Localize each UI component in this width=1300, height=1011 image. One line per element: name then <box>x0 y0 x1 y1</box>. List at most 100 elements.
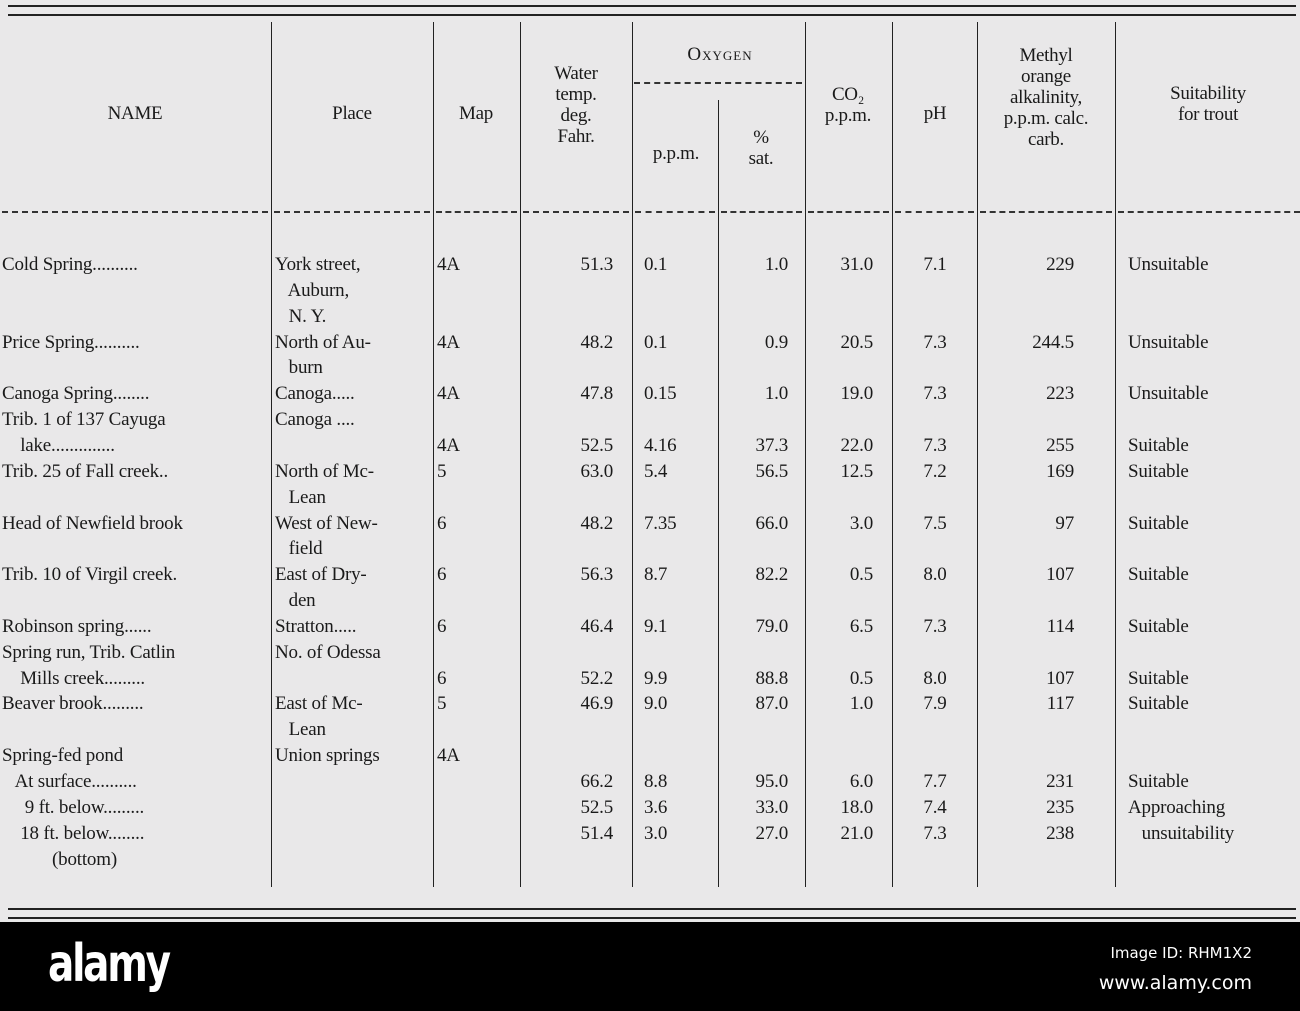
header-alkalinity: p.p.m. calc. <box>1003 107 1089 129</box>
row-oxygen-sat: 1.0 <box>764 383 788 405</box>
row-co2: 6.0 <box>849 771 873 792</box>
row-place: Auburn, <box>275 279 350 301</box>
row-oxygen-ppm: 9.1 <box>644 615 668 637</box>
row-ph: 7.3 <box>923 383 947 405</box>
row-name: Spring run, Trib. Catlin <box>2 641 176 663</box>
row-oxygen-sat: 27.0 <box>755 822 789 844</box>
row-ph: 8.0 <box>923 667 947 689</box>
header-alkalinity: orange <box>1021 65 1071 87</box>
header-water-temp: Fahr. <box>557 126 595 147</box>
row-place: Stratton..... <box>275 615 357 637</box>
row-suitability: Suitable <box>1128 434 1189 456</box>
row-place: No. of Odessa <box>275 641 381 663</box>
horizontal-rule <box>8 917 1296 919</box>
column-rule <box>718 100 719 887</box>
row-ph: 7.3 <box>923 615 947 637</box>
row-alkalinity: 235 <box>1046 796 1074 818</box>
row-suitability: Unsuitable <box>1128 331 1209 353</box>
header-alkalinity: alkalinity, <box>1010 86 1082 108</box>
row-co2: 31.0 <box>840 254 874 275</box>
row-suitability: Suitable <box>1128 615 1189 637</box>
row-map: 4A <box>437 434 460 456</box>
row-ph: 7.4 <box>923 796 947 818</box>
row-oxygen-ppm: 0.15 <box>644 383 677 405</box>
row-ph: 7.7 <box>923 771 947 792</box>
header-oxygen-ppm: p.p.m. <box>652 142 700 164</box>
row-name: Trib. 1 of 137 Cayuga <box>2 409 166 431</box>
row-co2: 20.5 <box>840 331 874 353</box>
row-oxygen-sat: 0.9 <box>764 331 788 353</box>
header-place: Place <box>332 102 372 124</box>
header-rule <box>808 211 889 213</box>
header-oxygen-sat: % <box>753 127 769 148</box>
row-name: Head of Newfield brook <box>2 512 183 534</box>
horizontal-rule <box>8 908 1296 910</box>
row-ph: 7.3 <box>923 331 947 353</box>
header-oxygen-sat: sat. <box>748 148 774 169</box>
header-water-temp: deg. <box>560 105 592 126</box>
row-suitability: Approaching <box>1128 796 1225 818</box>
row-map: 5 <box>437 693 447 715</box>
row-water-temp: 48.2 <box>580 331 614 353</box>
row-water-temp: 51.4 <box>580 822 614 844</box>
row-map: 6 <box>437 564 447 586</box>
watermark-url: www.alamy.com <box>1098 972 1252 994</box>
row-water-temp: 48.2 <box>580 512 614 534</box>
header-suitability: for trout <box>1177 104 1239 125</box>
row-place: N. Y. <box>275 305 327 327</box>
row-oxygen-ppm: 0.1 <box>644 254 668 275</box>
row-oxygen-ppm: 8.8 <box>644 771 668 792</box>
column-rule <box>271 22 272 887</box>
header-rule <box>1118 211 1300 213</box>
row-place: East of Dry- <box>275 564 367 586</box>
header-rule <box>2 211 268 213</box>
column-rule <box>977 22 978 887</box>
row-map: 4A <box>437 331 460 353</box>
row-alkalinity: 107 <box>1046 667 1074 689</box>
row-oxygen-sat: 95.0 <box>755 771 789 792</box>
column-rule <box>1115 22 1116 887</box>
row-water-temp: 51.3 <box>580 254 614 275</box>
row-oxygen-sat: 56.5 <box>755 460 789 482</box>
row-place: Lean <box>275 486 326 508</box>
header-rule <box>980 211 1112 213</box>
row-name: Cold Spring.......... <box>2 254 138 275</box>
row-co2: 18.0 <box>840 796 874 818</box>
row-name: Spring-fed pond <box>2 745 124 767</box>
header-alkalinity: Methyl <box>1019 44 1073 66</box>
row-oxygen-sat: 82.2 <box>755 564 789 586</box>
column-rule <box>805 22 806 887</box>
row-co2: 22.0 <box>840 434 874 456</box>
row-alkalinity: 238 <box>1046 822 1074 844</box>
row-water-temp: 52.2 <box>580 667 614 689</box>
row-name: 9 ft. below......... <box>2 796 145 818</box>
horizontal-rule <box>8 14 1296 16</box>
row-oxygen-ppm: 0.1 <box>644 331 668 353</box>
row-water-temp: 47.8 <box>580 383 614 405</box>
row-suitability: Suitable <box>1128 771 1189 792</box>
row-place: Canoga..... <box>275 383 355 405</box>
image-id: Image ID: RHM1X2 <box>1110 944 1252 962</box>
row-water-temp: 52.5 <box>580 434 614 456</box>
row-alkalinity: 255 <box>1046 434 1074 456</box>
row-oxygen-sat: 1.0 <box>764 254 788 275</box>
row-oxygen-sat: 37.3 <box>755 434 789 456</box>
row-map: 4A <box>437 745 460 767</box>
row-oxygen-ppm: 3.6 <box>644 796 668 818</box>
column-rule <box>520 22 521 887</box>
row-place: Lean <box>275 719 326 741</box>
header-rule <box>523 211 629 213</box>
row-suitability: Suitable <box>1128 460 1189 482</box>
row-ph: 8.0 <box>923 564 947 586</box>
row-place: burn <box>275 357 323 379</box>
row-name: Canoga Spring........ <box>2 383 150 405</box>
column-rule <box>433 22 434 887</box>
header-oxygen: Oxygen <box>687 44 753 65</box>
row-oxygen-sat: 33.0 <box>755 796 789 818</box>
header-name: NAME <box>107 102 163 124</box>
row-name: Trib. 25 of Fall creek.. <box>2 460 169 482</box>
row-oxygen-sat: 87.0 <box>755 693 789 715</box>
row-suitability: Suitable <box>1128 667 1189 689</box>
column-rule <box>632 22 633 887</box>
row-oxygen-ppm: 9.0 <box>644 693 668 715</box>
